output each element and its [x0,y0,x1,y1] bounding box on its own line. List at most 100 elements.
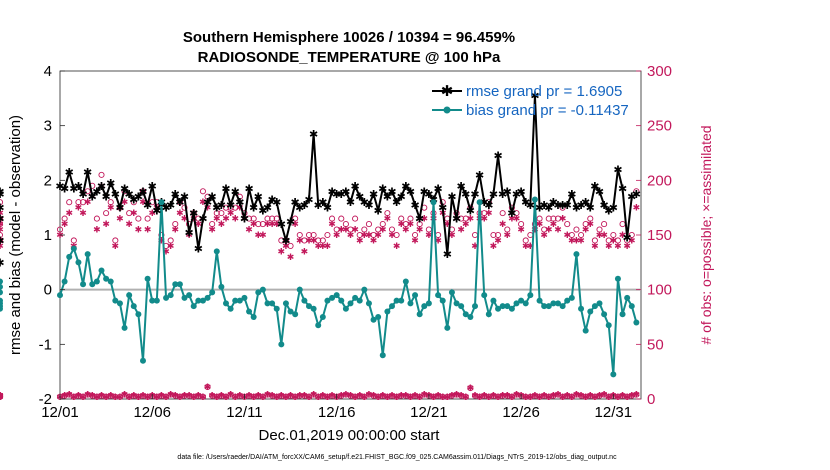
bias-point [370,316,377,323]
obs-assimilated-marker: ✱ [185,230,193,240]
obs-bottom-assim-marker: ✱ [347,391,355,401]
obs-possible-marker [158,231,165,239]
rmse-point: ✱ [74,181,83,193]
obs-bottom-assim-marker: ✱ [125,392,133,402]
bias-point [259,286,266,293]
obs-possible-marker [591,237,598,244]
obs-possible-marker [398,215,405,222]
rmse-point: ✱ [240,214,249,226]
obs-possible-marker [176,199,183,206]
rmse-point: ✱ [318,197,327,209]
rmse-point: ✱ [576,200,585,212]
obs-possible-marker [614,237,621,244]
bias-point [384,308,391,315]
obs-assimilated-marker: ✱ [467,214,475,224]
obs-assimilated-marker: ✱ [365,230,373,240]
rmse-point: ✱ [521,197,530,209]
obs-bottom-assim-marker: ✱ [79,392,87,402]
obs-possible-marker [80,199,87,206]
obs-assimilated-marker: ✱ [121,197,129,207]
rmse-point: ✱ [171,189,180,201]
obs-possible-marker [181,204,188,211]
rmse-point: ✱ [530,91,539,103]
bias-point [467,314,474,320]
obs-bottom-assim-marker: ✱ [273,392,281,402]
obs-assimilated-marker: ✱ [75,203,83,213]
obs-bottom-assim-marker: ✱ [351,392,359,402]
rmse-point: ✱ [254,192,263,204]
x-tick-label: 12/21 [410,404,448,421]
bias-point [601,311,608,318]
obs-assimilated-marker: ✱ [282,241,290,251]
rmse-point: ✱ [567,189,576,201]
x-tick-label: 12/31 [595,404,633,421]
obs-assimilated-marker: ✱ [361,230,369,240]
obs-bottom-assim-marker: ✱ [411,391,419,401]
obs-possible-marker [264,215,271,222]
legend-bias-label: bias grand pr = -0.11437 [466,102,629,119]
rmse-point: ✱ [544,203,553,215]
rmse-point: ✱ [581,197,590,209]
obs-bottom-assim-marker: ✱ [536,392,544,402]
bias-point [107,278,114,285]
obs-possible-marker [370,231,377,239]
bias-point [614,275,621,282]
obs-possible-marker [56,226,64,233]
bias-point [121,324,128,331]
bias-point [508,305,515,312]
bias-point [522,300,529,307]
rmse-point: ✱ [627,192,636,204]
bias-point [347,300,354,307]
rmse-point: ✱ [332,189,341,201]
rmse-point: ✱ [470,189,479,201]
bias-point [144,275,151,282]
obs-assimilated-marker: ✱ [172,225,180,235]
obs-bottom-assim-marker: ✱ [434,391,442,401]
x-tick-label: 12/01 [41,404,79,421]
obs-possible-marker [393,231,400,239]
y-left-tick-label: -1 [39,336,52,353]
obs-bottom-possible-marker [296,392,303,399]
rmse-point: ✱ [60,184,69,196]
legend: ✱ rmse grand pr = 1.6905 bias grand pr =… [432,83,629,119]
obs-possible-marker [292,215,299,222]
obs-possible-marker [305,231,313,239]
bias-point [223,300,229,307]
obs-possible-marker [0,221,4,228]
rmse-point: ✱ [401,181,410,193]
bias-point [610,371,617,378]
obs-bottom-assim-marker: ✱ [227,390,235,400]
bias-point [278,341,285,348]
obs-bottom-assim-marker: ✱ [619,391,627,401]
bias-point [153,297,160,304]
rmse-point: ✱ [277,219,286,231]
bias-point [564,297,571,304]
rmse-point: ✱ [69,184,78,196]
obs-bottom-assim-marker: ✱ [0,391,4,401]
rmse-point: ✱ [420,186,429,198]
obs-possible-marker [232,204,239,211]
bias-point [578,305,585,312]
obs-bottom-assim-marker: ✱ [153,392,161,402]
obs-assimilated-marker: ✱ [356,235,364,245]
obs-possible-marker [167,237,174,244]
rmse-point: ✱ [111,189,120,201]
obs-assimilated-marker: ✱ [397,219,405,229]
obs-bottom-assim-marker: ✱ [144,392,152,402]
obs-possible-marker [545,215,552,222]
bias-point [591,303,598,310]
y-right-tick-label: 250 [647,118,672,135]
obs-assimilated-marker: ✱ [264,219,272,229]
bias-point [568,294,575,301]
obs-assimilated-marker: ✱ [471,241,479,251]
rmse-point: ✱ [92,186,101,198]
obs-assimilated-marker: ✱ [328,219,336,229]
y-left-tick-label: -2 [39,391,52,408]
obs-possible-marker [601,221,608,228]
obs-bottom-assim-marker: ✱ [563,391,571,401]
obs-bottom-assim-marker: ✱ [361,392,369,402]
bias-point [93,278,100,285]
obs-possible-marker [587,215,594,222]
obs-bottom-assim-marker: ✱ [61,391,69,401]
rmse-point: ✱ [125,189,134,201]
